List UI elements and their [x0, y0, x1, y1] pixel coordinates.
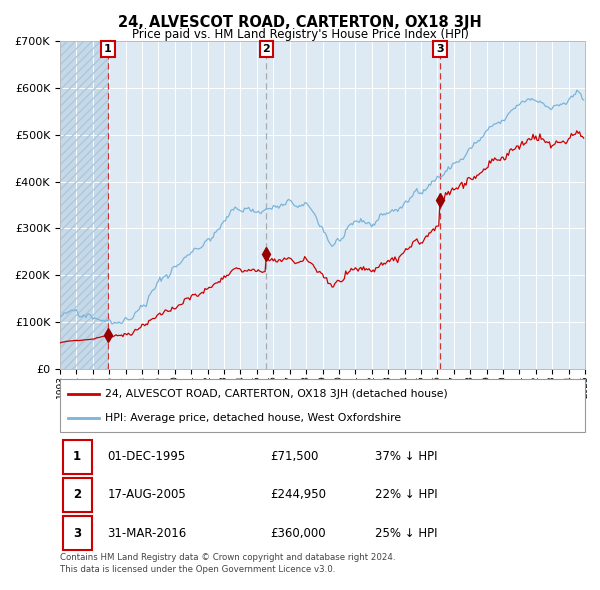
Bar [60, 41, 108, 369]
FancyBboxPatch shape [62, 440, 91, 474]
Text: 01-DEC-1995: 01-DEC-1995 [107, 450, 185, 463]
Text: 3: 3 [436, 44, 444, 54]
Text: Contains HM Land Registry data © Crown copyright and database right 2024.: Contains HM Land Registry data © Crown c… [60, 553, 395, 562]
Text: 3: 3 [73, 526, 81, 539]
FancyBboxPatch shape [62, 516, 91, 550]
Text: 31-MAR-2016: 31-MAR-2016 [107, 526, 187, 539]
Text: 37% ↓ HPI: 37% ↓ HPI [375, 450, 437, 463]
Text: 17-AUG-2005: 17-AUG-2005 [107, 489, 186, 502]
Text: 2: 2 [263, 44, 271, 54]
Text: 2: 2 [73, 489, 81, 502]
Text: 24, ALVESCOT ROAD, CARTERTON, OX18 3JH (detached house): 24, ALVESCOT ROAD, CARTERTON, OX18 3JH (… [104, 389, 448, 399]
FancyBboxPatch shape [60, 379, 585, 432]
Text: £360,000: £360,000 [270, 526, 326, 539]
Text: 24, ALVESCOT ROAD, CARTERTON, OX18 3JH: 24, ALVESCOT ROAD, CARTERTON, OX18 3JH [118, 15, 482, 30]
Text: 1: 1 [104, 44, 112, 54]
Text: Price paid vs. HM Land Registry's House Price Index (HPI): Price paid vs. HM Land Registry's House … [131, 28, 469, 41]
Text: This data is licensed under the Open Government Licence v3.0.: This data is licensed under the Open Gov… [60, 565, 335, 574]
Text: 1: 1 [73, 450, 81, 463]
Text: 22% ↓ HPI: 22% ↓ HPI [375, 489, 437, 502]
Text: £71,500: £71,500 [270, 450, 319, 463]
Text: HPI: Average price, detached house, West Oxfordshire: HPI: Average price, detached house, West… [104, 413, 401, 423]
Text: £244,950: £244,950 [270, 489, 326, 502]
Bar [60, 41, 108, 369]
Text: 25% ↓ HPI: 25% ↓ HPI [375, 526, 437, 539]
FancyBboxPatch shape [62, 478, 91, 512]
